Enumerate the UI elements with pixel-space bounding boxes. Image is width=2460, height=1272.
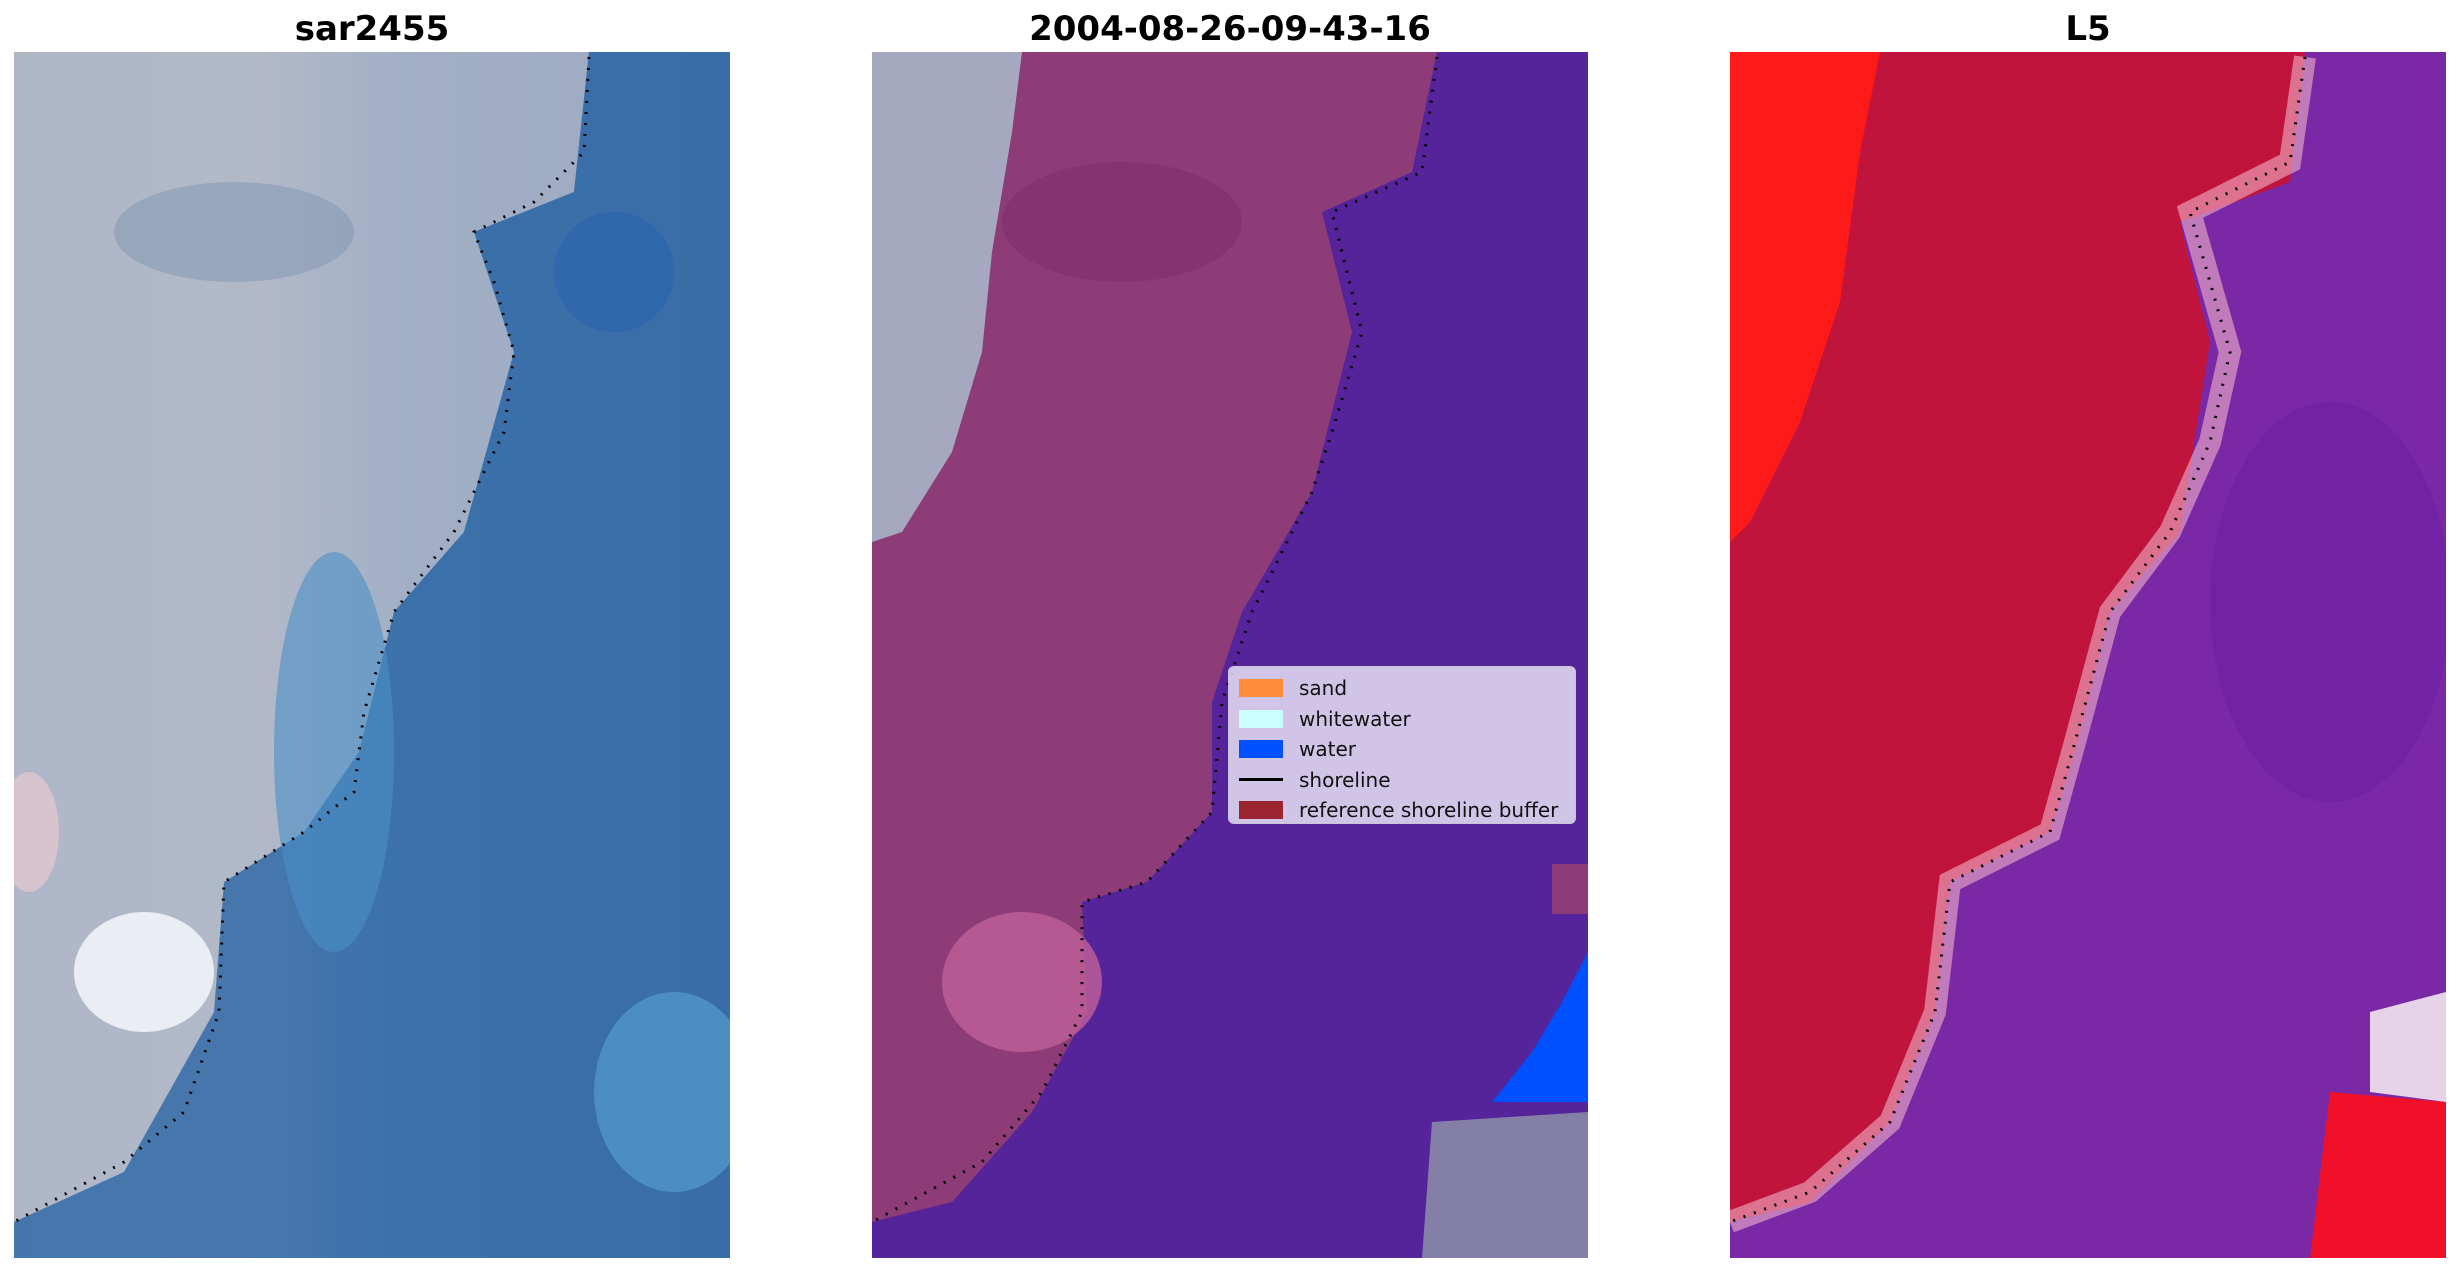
bright-patch: [74, 912, 214, 1032]
classified-image: [872, 52, 1588, 1258]
panel-title-rgb: sar2455: [294, 9, 450, 49]
pink-patch: [14, 772, 59, 892]
water-pixels: [1492, 952, 1588, 1102]
shoreline-line: [872, 56, 1439, 1224]
deep-water: [554, 212, 674, 332]
water-swatch: [1239, 740, 1283, 759]
legend-label: reference shoreline buffer: [1299, 798, 1559, 823]
shoreline-swatch: [1239, 778, 1283, 782]
legend: sand whitewater water shoreline referenc…: [1228, 666, 1576, 824]
whitewater-pixels: [2370, 992, 2446, 1102]
land-index-area: [1730, 52, 2305, 1222]
dark-land-patch: [1002, 162, 1242, 282]
rgb-image-panel: [14, 52, 730, 1258]
legend-item-water: water: [1239, 734, 1565, 765]
land-pixels: [1552, 864, 1588, 914]
unclassified-land: [872, 52, 1022, 542]
buffer-swatch: [1239, 801, 1283, 820]
panel-title-index: L5: [2065, 9, 2111, 49]
legend-item-sand: sand: [1239, 673, 1565, 704]
legend-label: shoreline: [1299, 767, 1391, 792]
whitewater-swatch: [1239, 709, 1283, 728]
dark-patch: [114, 182, 354, 282]
land-corner: [2310, 1092, 2446, 1258]
legend-item-whitewater: whitewater: [1239, 704, 1565, 735]
legend-label: water: [1299, 737, 1356, 762]
unclassified-corner: [1422, 1112, 1588, 1258]
classified-image-panel: [872, 52, 1588, 1258]
index-image: [1730, 52, 2446, 1258]
shallow-water: [274, 552, 394, 952]
index-image-panel: [1730, 52, 2446, 1258]
deep-water-index: [2210, 402, 2446, 802]
legend-label: whitewater: [1299, 706, 1411, 731]
bright-land-patch: [942, 912, 1102, 1052]
coastal-water: [594, 992, 730, 1192]
rgb-image: [14, 52, 730, 1258]
shoreline-line: [14, 56, 591, 1224]
legend-item-shoreline: shoreline: [1239, 765, 1565, 796]
legend-item-buffer: reference shoreline buffer: [1239, 795, 1565, 826]
high-index-land: [1730, 52, 1880, 542]
shoreline-line: [1730, 56, 2307, 1224]
sand-swatch: [1239, 679, 1283, 698]
panel-title-classified: 2004-08-26-09-43-16: [1029, 9, 1431, 49]
water-area: [14, 52, 730, 1258]
legend-label: sand: [1299, 676, 1348, 701]
